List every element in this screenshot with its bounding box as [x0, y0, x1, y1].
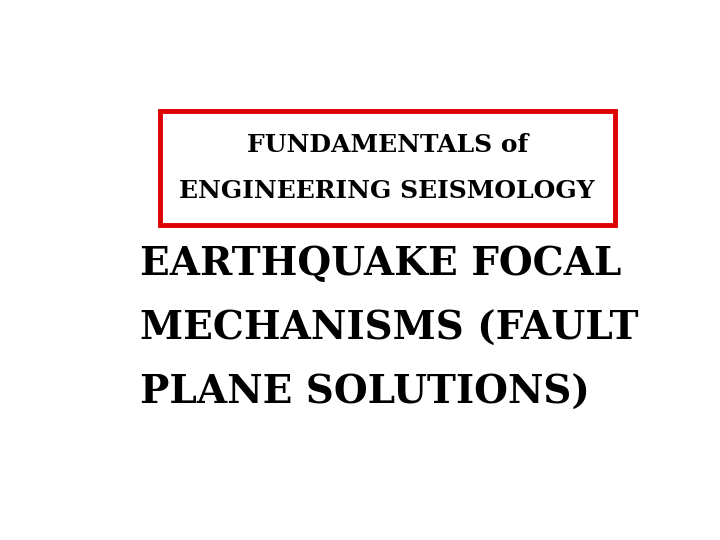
Text: FUNDAMENTALS of: FUNDAMENTALS of [246, 133, 528, 157]
Text: MECHANISMS (FAULT: MECHANISMS (FAULT [140, 310, 639, 348]
Text: ENGINEERING SEISMOLOGY: ENGINEERING SEISMOLOGY [179, 179, 595, 202]
Text: EARTHQUAKE FOCAL: EARTHQUAKE FOCAL [140, 245, 621, 284]
Text: PLANE SOLUTIONS): PLANE SOLUTIONS) [140, 374, 590, 412]
FancyBboxPatch shape [160, 111, 615, 225]
